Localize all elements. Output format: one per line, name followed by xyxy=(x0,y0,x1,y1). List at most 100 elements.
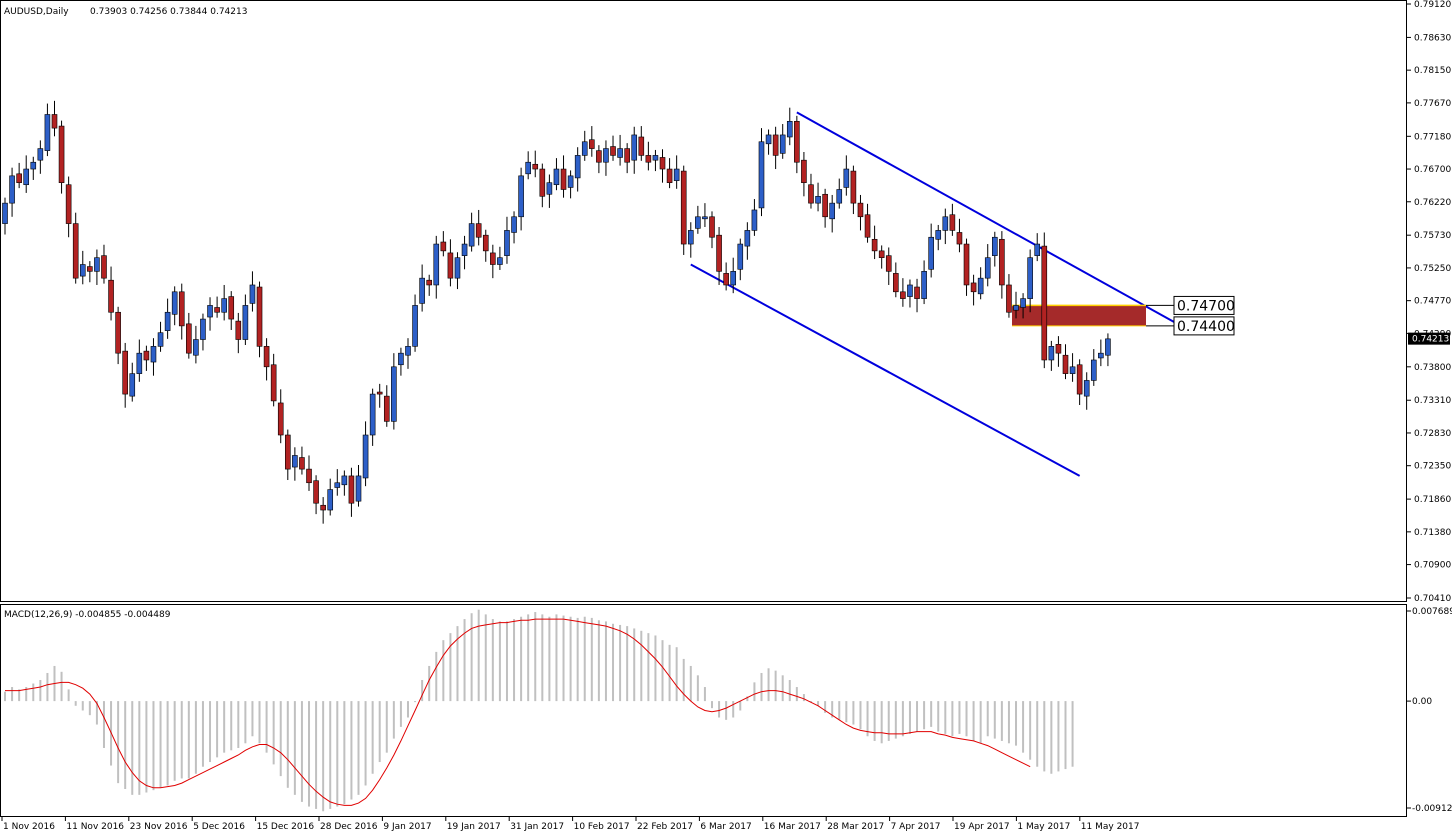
candle-body xyxy=(991,236,998,256)
macd-bar xyxy=(456,626,459,702)
macd-bar xyxy=(428,665,431,702)
candle-body xyxy=(1090,359,1097,381)
candle-body xyxy=(518,175,524,218)
candle-body xyxy=(808,184,814,204)
macd-bar xyxy=(308,701,311,807)
candle-body xyxy=(603,148,609,163)
candle-body xyxy=(539,168,546,197)
macd-bar xyxy=(852,701,855,725)
macd-bar xyxy=(746,696,749,702)
macd-bar xyxy=(265,701,268,753)
macd-bar xyxy=(25,687,28,702)
macd-bar xyxy=(173,701,176,781)
macd-bar xyxy=(647,633,650,702)
macd-bar xyxy=(343,701,346,805)
macd-bar xyxy=(640,630,643,702)
candle-body xyxy=(58,125,65,183)
candle-body xyxy=(320,504,326,511)
macd-bar xyxy=(923,701,926,730)
x-tick-label: 10 Feb 2017 xyxy=(574,822,630,832)
candle-body xyxy=(405,346,411,356)
candle-body xyxy=(490,252,496,265)
x-tick-label: 6 Mar 2017 xyxy=(700,822,751,832)
candle-body xyxy=(560,168,567,190)
macd-bar xyxy=(718,701,721,718)
macd-bar xyxy=(364,701,367,786)
macd-bar xyxy=(654,635,657,702)
macd-bar xyxy=(117,701,120,784)
candle-body xyxy=(553,168,560,186)
candle-body xyxy=(136,352,143,374)
candle-body xyxy=(461,243,468,256)
candle-body xyxy=(101,255,107,279)
price-zone xyxy=(1012,305,1146,326)
macd-bar xyxy=(336,701,339,807)
zone-layer: 0.74700 0.74400 xyxy=(1012,295,1235,336)
candle-body xyxy=(942,216,949,231)
candle-body xyxy=(546,182,553,195)
candle-body xyxy=(695,216,701,229)
macd-bar xyxy=(95,701,98,725)
candle-body xyxy=(129,373,136,397)
candle-body xyxy=(1020,298,1026,308)
candle-body xyxy=(716,234,722,272)
candle-body xyxy=(659,157,666,170)
candle-body xyxy=(108,279,114,313)
macd-bar xyxy=(230,701,233,751)
macd-bar xyxy=(845,701,848,723)
macd-bar xyxy=(612,623,615,702)
candle-body xyxy=(341,475,348,486)
x-tick-label: 16 Mar 2017 xyxy=(764,822,821,832)
candle-body xyxy=(815,196,821,204)
macd-bar xyxy=(859,701,862,730)
candle-body xyxy=(928,236,934,270)
macd-bar xyxy=(442,640,445,702)
candle-body xyxy=(673,168,680,181)
macd-bar xyxy=(322,701,325,812)
macd-bar xyxy=(102,701,105,748)
candle-body xyxy=(1069,366,1076,374)
macd-bar xyxy=(633,628,636,702)
macd-bar xyxy=(930,701,933,727)
macd-bar xyxy=(711,701,713,709)
candle-body xyxy=(193,339,199,356)
candle-body xyxy=(65,184,72,224)
y-tick-label: 0.72350 xyxy=(1414,462,1451,472)
symbol-label: AUDUSD,Daily xyxy=(4,7,69,17)
macd-bar xyxy=(590,617,593,702)
macd-layer xyxy=(4,609,1074,812)
macd-bar xyxy=(788,680,791,702)
macd-bar xyxy=(39,680,42,702)
macd-bar xyxy=(1043,701,1046,772)
candle-body xyxy=(581,141,588,156)
y-tick-label: 0.77670 xyxy=(1414,99,1451,109)
candle-body xyxy=(249,284,256,304)
x-tick-label: 1 Nov 2016 xyxy=(3,822,55,832)
macd-bar xyxy=(187,701,190,779)
channel-upper-line xyxy=(796,111,1176,324)
macd-bar xyxy=(753,682,756,702)
macd-bar xyxy=(626,626,629,702)
candle-body xyxy=(44,114,51,151)
x-tick-label: 1 May 2017 xyxy=(1017,822,1070,832)
y-tick-label: 0.70900 xyxy=(1414,561,1451,571)
y-tick-label: 0.76220 xyxy=(1414,198,1451,208)
candle-body xyxy=(306,468,312,484)
macd-panel-frame xyxy=(0,604,1407,817)
level-box xyxy=(1173,316,1235,336)
candle-body xyxy=(723,273,729,286)
candle-body xyxy=(1062,354,1069,374)
candle-body xyxy=(829,202,835,220)
candle-body xyxy=(666,168,673,183)
macd-bar xyxy=(901,701,904,737)
candle-body xyxy=(596,150,602,163)
macd-bar xyxy=(371,701,374,774)
x-tick-label: 7 Apr 2017 xyxy=(891,822,941,832)
candle-body xyxy=(977,277,984,295)
macd-bar xyxy=(470,613,473,702)
candle-body xyxy=(1013,305,1019,311)
y-tick-label: 0.78630 xyxy=(1414,33,1451,43)
candle-body xyxy=(178,291,185,327)
candle-body xyxy=(447,252,454,279)
candle-body xyxy=(532,163,539,170)
